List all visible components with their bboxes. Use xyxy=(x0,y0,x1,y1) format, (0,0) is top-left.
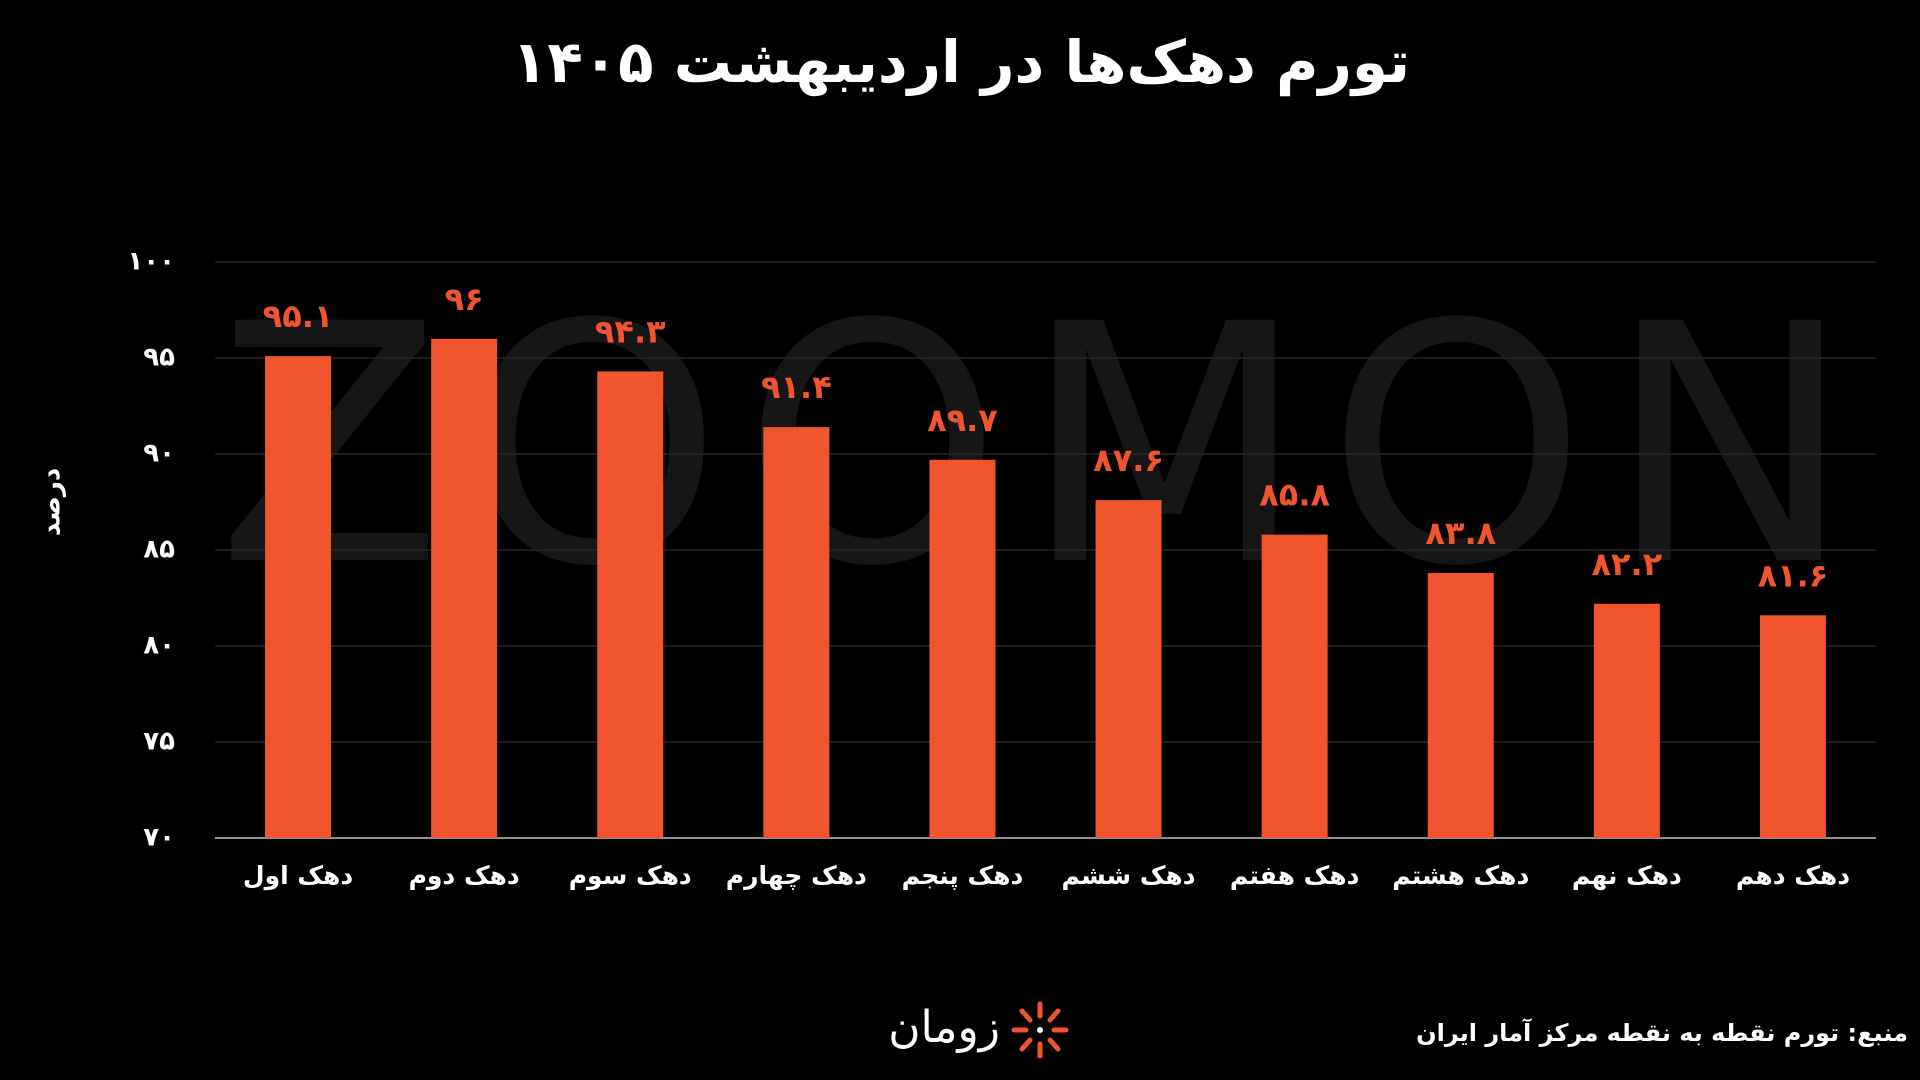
y-tick-label: ۷۰ xyxy=(143,823,175,853)
x-tick-label: دهک هفتم xyxy=(1230,861,1360,890)
y-tick-label: ۸۵ xyxy=(143,535,175,565)
bar xyxy=(1261,534,1328,838)
x-tick-label: دهک هشتم xyxy=(1392,861,1529,890)
x-tick-label: دهک پنجم xyxy=(902,861,1024,890)
bar xyxy=(1759,615,1826,838)
logo-text: زومان xyxy=(888,1002,1000,1053)
bar xyxy=(929,459,996,838)
bar xyxy=(763,427,830,838)
value-label: ۸۷.۶ xyxy=(1093,441,1164,479)
value-label: ۹۶ xyxy=(445,280,484,318)
x-tick-label: دهک چهارم xyxy=(726,861,867,891)
value-label: ۹۱.۴ xyxy=(761,368,832,406)
x-tick-label: دهک نهم xyxy=(1572,861,1682,891)
x-tick-label: دهک اول xyxy=(243,861,353,891)
x-tick-label: دهک ششم xyxy=(1061,861,1195,890)
y-axis-label: درصد xyxy=(37,468,67,536)
value-label: ۸۲.۲ xyxy=(1591,545,1662,583)
chart-title: تورم دهک‌ها در اردیبهشت ۱۴۰۵ xyxy=(512,28,1410,97)
bar xyxy=(1593,603,1660,838)
value-label: ۸۹.۷ xyxy=(927,401,998,439)
y-tick-label: ۹۰ xyxy=(143,439,175,469)
bar xyxy=(1095,500,1162,838)
y-tick-label: ۸۰ xyxy=(143,631,175,661)
bar xyxy=(1427,573,1494,838)
x-tick-label: دهک دوم xyxy=(409,861,520,891)
value-label: ۹۴.۳ xyxy=(595,312,666,350)
x-tick-label: دهک دهم xyxy=(1736,861,1850,890)
bar xyxy=(431,338,498,838)
bar xyxy=(597,371,664,838)
source-note: منبع: تورم نقطه به نقطه مرکز آمار ایران xyxy=(1416,1018,1908,1047)
bar xyxy=(265,356,332,838)
value-label: ۸۱.۶ xyxy=(1758,556,1829,594)
value-label: ۸۵.۸ xyxy=(1259,476,1330,514)
logo-icon xyxy=(1011,1001,1069,1059)
x-tick-label: دهک سوم xyxy=(569,861,692,891)
y-tick-label: ۷۵ xyxy=(143,727,175,757)
y-tick-label: ۹۵ xyxy=(143,343,175,373)
value-label: ۸۳.۸ xyxy=(1425,514,1496,552)
logo: زومان xyxy=(888,1001,1069,1059)
y-tick-label: ۱۰۰ xyxy=(127,247,175,277)
value-label: ۹۵.۱ xyxy=(263,297,334,335)
